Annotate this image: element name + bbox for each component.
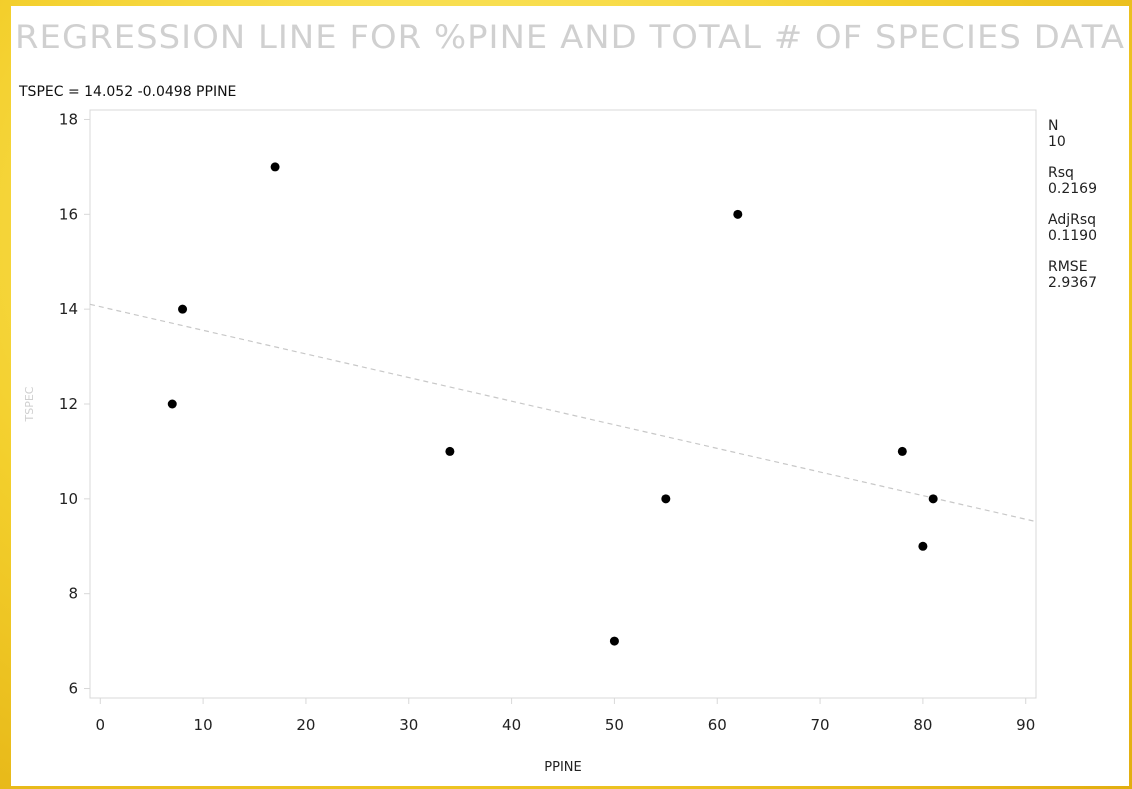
data-point [609, 636, 619, 646]
y-tick-label: 10 [59, 490, 78, 508]
data-point [897, 446, 907, 456]
y-axis-label: TSPEC [23, 386, 36, 422]
data-point [918, 541, 928, 551]
x-axis-label: PPINE [544, 760, 581, 775]
y-tick-label: 6 [68, 680, 78, 698]
plot-frame [89, 109, 1037, 699]
x-tick-label: 50 [605, 716, 624, 734]
stat-value: 2.9367 [1048, 275, 1097, 291]
x-tick-label: 0 [96, 716, 106, 734]
y-tick-label: 16 [59, 205, 78, 223]
chart-title: REGRESSION LINE FOR %PINE AND TOTAL # OF… [15, 18, 1125, 56]
scatter-chart: REGRESSION LINE FOR %PINE AND TOTAL # OF… [15, 18, 1125, 775]
data-point [445, 446, 455, 456]
data-point [928, 494, 938, 504]
regression-line [89, 303, 1037, 523]
stat-value: 10 [1048, 134, 1066, 150]
x-tick-label: 60 [708, 716, 727, 734]
data-point [178, 304, 188, 314]
regression-equation: TSPEC = 14.052 -0.0498 PPINE [18, 84, 236, 100]
stat-label: RMSE [1048, 259, 1088, 275]
stat-value: 0.2169 [1048, 181, 1097, 197]
stat-label: Rsq [1048, 165, 1074, 181]
stat-value: 0.1190 [1048, 228, 1097, 244]
y-tick-label: 8 [68, 585, 78, 603]
data-point [661, 494, 671, 504]
x-tick-label: 20 [296, 716, 315, 734]
chart-panel: REGRESSION LINE FOR %PINE AND TOTAL # OF… [11, 6, 1129, 786]
y-tick-label: 14 [59, 300, 78, 318]
stat-label: N [1048, 118, 1058, 134]
plot-area: 0 10 20 30 40 50 60 70 80 90 6 8 10 12 14 16 18 PPINE TSPE… [23, 109, 1097, 775]
x-tick-label: 90 [1016, 716, 1035, 734]
x-tick-label: 40 [502, 716, 521, 734]
data-point [167, 399, 177, 409]
x-tick-label: 30 [399, 716, 418, 734]
x-tick-label: 80 [913, 716, 932, 734]
y-tick-label: 12 [59, 395, 78, 413]
data-point [270, 162, 280, 172]
data-point [733, 209, 743, 219]
y-tick-label: 18 [59, 110, 78, 128]
x-tick-label: 70 [811, 716, 830, 734]
stat-label: AdjRsq [1048, 212, 1096, 228]
x-tick-label: 10 [194, 716, 213, 734]
